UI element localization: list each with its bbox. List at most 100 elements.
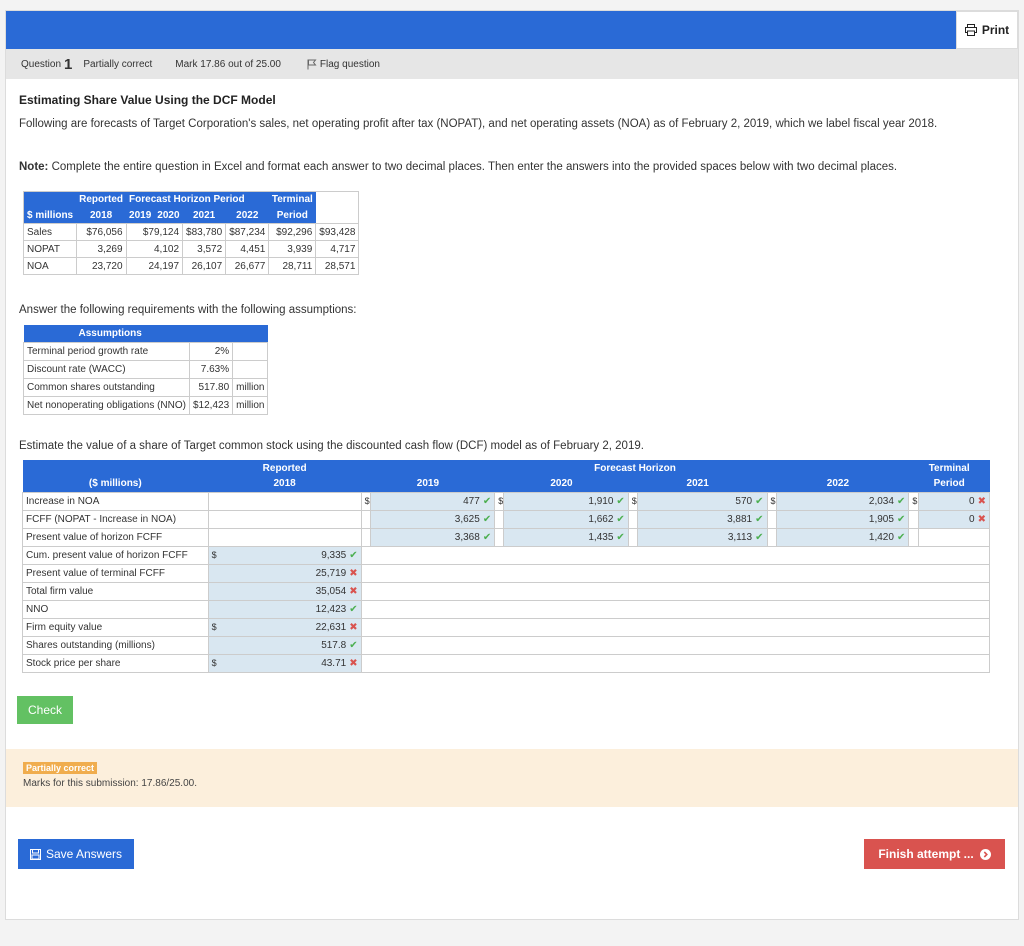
assumptions-header: Assumptions xyxy=(23,325,268,342)
dcf-answer-input[interactable]: 1,905 ✔ xyxy=(775,509,910,529)
printer-icon xyxy=(964,24,977,36)
dcf-answer-value: 1,905 xyxy=(868,513,894,525)
forecast-header-2-3: 2020 xyxy=(154,207,183,224)
dcf-answer-value: 3,881 xyxy=(727,513,753,525)
dcf-header-2018: 2018 xyxy=(208,476,362,492)
finish-label: Finish attempt ... xyxy=(878,847,974,861)
dcf-row-label: Present value of terminal FCFF xyxy=(22,563,209,583)
forecast-cell: 3,939 xyxy=(268,240,317,258)
dcf-answer-value: 0 xyxy=(969,513,975,525)
correct-check-icon: ✔ xyxy=(482,513,492,525)
dcf-answer-input[interactable]: 25,719 ✖ xyxy=(207,563,362,583)
dcf-answer-input[interactable]: $43.71 ✖ xyxy=(207,653,362,673)
dcf-row-label: Firm equity value xyxy=(22,617,209,637)
forecast-table: Reported Forecast Horizon Period Terminal … xyxy=(23,191,360,275)
incorrect-cross-icon: ✖ xyxy=(349,585,358,597)
dcf-cell-2018 xyxy=(207,527,362,547)
forecast-row-label: Sales xyxy=(23,223,77,241)
dcf-currency: $ xyxy=(627,491,638,511)
print-button[interactable]: Print xyxy=(956,11,1018,49)
dcf-answer-input[interactable]: $9,335 ✔ xyxy=(207,545,362,565)
dcf-answer-input[interactable]: 517.8 ✔ xyxy=(207,635,362,655)
estimate-intro: Estimate the value of a share of Target … xyxy=(19,440,644,452)
question-number: 1 xyxy=(64,55,73,73)
dcf-empty-cell xyxy=(360,599,991,619)
incorrect-cross-icon: ✖ xyxy=(349,657,358,669)
dcf-answer-input[interactable]: 1,910 ✔ xyxy=(503,491,629,511)
dcf-answer-value: 35,054 xyxy=(315,585,347,597)
dcf-table: Reported Forecast Horizon Terminal ($ mi… xyxy=(22,460,991,673)
assumption-label: Terminal period growth rate xyxy=(23,341,190,361)
forecast-header-1-2: Forecast Horizon Period xyxy=(126,191,269,208)
dcf-answer-value: 22,631 xyxy=(315,621,347,633)
dcf-header-blank xyxy=(22,460,209,476)
dcf-currency xyxy=(360,509,371,529)
dcf-header-reported: Reported xyxy=(208,460,362,476)
dcf-answer-value: 570 xyxy=(735,495,753,507)
incorrect-cross-icon: ✖ xyxy=(349,567,358,579)
forecast-cell: 23,720 xyxy=(75,257,127,275)
save-answers-button[interactable]: Save Answers xyxy=(18,839,134,869)
dcf-answer-input[interactable]: 0 ✖ xyxy=(917,509,990,529)
dcf-answer-input[interactable]: 477 ✔ xyxy=(369,491,496,511)
dcf-answer-input[interactable]: 2,034 ✔ xyxy=(775,491,910,511)
dcf-answer-value: 517.8 xyxy=(321,639,347,651)
check-button[interactable]: Check xyxy=(17,696,73,724)
correct-check-icon: ✔ xyxy=(755,531,764,543)
incorrect-cross-icon: ✖ xyxy=(977,495,986,507)
forecast-header-1-0 xyxy=(23,191,77,208)
dcf-answer-value: 9,335 xyxy=(321,549,347,561)
correct-check-icon: ✔ xyxy=(616,495,625,507)
assumption-label: Common shares outstanding xyxy=(23,377,190,397)
dcf-answer-value: 0 xyxy=(969,495,975,507)
flag-icon xyxy=(307,59,317,69)
dcf-answer-value: 1,910 xyxy=(588,495,614,507)
dcf-header-2019: 2019 xyxy=(361,476,495,492)
assumption-value: 517.80 xyxy=(188,377,234,397)
dcf-currency xyxy=(766,527,777,547)
dcf-answer-input[interactable]: 3,625 ✔ xyxy=(369,509,496,529)
flag-question-link[interactable]: Flag question xyxy=(307,59,380,70)
dcf-answer-input[interactable]: 12,423 ✔ xyxy=(207,599,362,619)
dcf-answer-input[interactable]: 3,368 ✔ xyxy=(369,527,496,547)
forecast-header-1-1: Reported xyxy=(76,191,127,208)
dcf-answer-value: 3,368 xyxy=(454,531,480,543)
finish-attempt-button[interactable]: Finish attempt ... xyxy=(864,839,1005,869)
question-content: Estimating Share Value Using the DCF Mod… xyxy=(19,93,1009,673)
dcf-summary-row: Present value of terminal FCFF 25,719 ✖ xyxy=(22,563,991,583)
assumption-value: 2% xyxy=(188,341,234,361)
forecast-cell: 26,107 xyxy=(182,257,227,275)
dcf-answer-input[interactable]: 0 ✖ xyxy=(917,491,990,511)
dcf-answer-input[interactable]: $22,631 ✖ xyxy=(207,617,362,637)
forecast-cell: 28,711 xyxy=(268,257,317,275)
dcf-answer-input[interactable]: 1,420 ✔ xyxy=(775,527,910,547)
dcf-currency: $ xyxy=(908,491,919,511)
dcf-answer-input[interactable]: 1,662 ✔ xyxy=(503,509,629,529)
correct-check-icon: ✔ xyxy=(755,495,764,507)
forecast-header-2-0: $ millions xyxy=(23,207,77,224)
feedback-badge: Partially correct xyxy=(23,762,98,774)
dcf-answer-input[interactable]: 570 ✔ xyxy=(636,491,768,511)
dcf-summary-row: Total firm value 35,054 ✖ xyxy=(22,581,991,601)
dcf-row-label: Present value of horizon FCFF xyxy=(22,527,209,547)
dcf-answer-input[interactable]: 1,435 ✔ xyxy=(503,527,629,547)
floppy-disk-icon xyxy=(29,848,41,860)
feedback-panel: Partially correct Marks for this submiss… xyxy=(6,749,1018,807)
dcf-answer-input[interactable]: 3,113 ✔ xyxy=(636,527,768,547)
forecast-cell: $92,296 xyxy=(268,223,317,241)
assumption-unit xyxy=(232,341,269,361)
assumption-unit: million xyxy=(232,377,269,397)
flag-label: Flag question xyxy=(319,58,380,70)
forecast-cell: 26,677 xyxy=(225,257,270,275)
assumptions-table: Assumptions Terminal period growth rate 2… xyxy=(23,325,269,415)
assumption-label: Net nonoperating obligations (NNO) xyxy=(23,395,190,415)
dcf-summary-row: Firm equity value $22,631 ✖ xyxy=(22,617,991,637)
dcf-answer-input[interactable]: 3,881 ✔ xyxy=(636,509,768,529)
assumption-row: Terminal period growth rate 2% xyxy=(23,341,269,361)
top-bar: Print xyxy=(6,11,1018,49)
forecast-row: Sales $76,056 $79,124 $83,780 $87,234 $92,296… xyxy=(23,223,360,241)
dcf-cell-2018 xyxy=(207,491,362,511)
assumption-row: Net nonoperating obligations (NNO) $12,42… xyxy=(23,395,269,415)
assumption-label: Discount rate (WACC) xyxy=(23,359,190,379)
dcf-answer-input[interactable]: 35,054 ✖ xyxy=(207,581,362,601)
